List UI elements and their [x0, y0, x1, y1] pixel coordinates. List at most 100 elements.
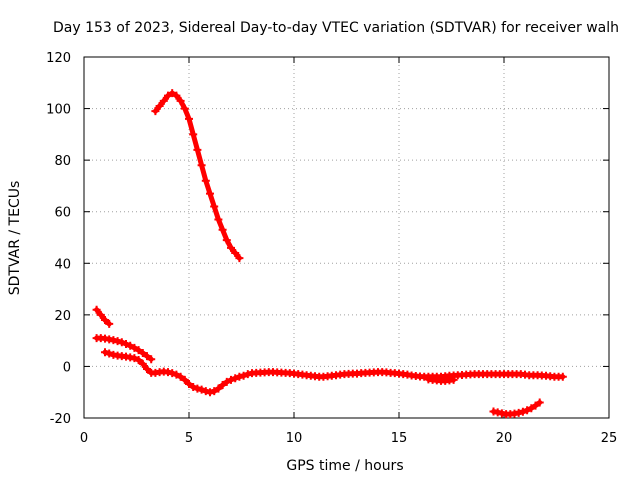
data-point [180, 104, 189, 113]
data-point [134, 355, 143, 364]
x-tick-label: 10 [286, 431, 303, 446]
data-point [531, 401, 540, 410]
data-point [101, 316, 109, 325]
data-point [239, 371, 248, 380]
data-point [130, 354, 139, 363]
series-arc-f [489, 398, 544, 419]
y-tick-label: -20 [50, 412, 71, 427]
data-point [214, 215, 223, 224]
data-point [527, 404, 536, 413]
data-point [105, 349, 114, 358]
data-point [168, 369, 177, 378]
data-point [159, 96, 168, 105]
data-point [180, 375, 189, 384]
y-tick-label: 120 [46, 51, 71, 66]
data-point [222, 236, 231, 245]
data-point [218, 225, 227, 234]
data-point [185, 379, 193, 388]
data-point [201, 176, 210, 185]
data-point [138, 359, 147, 368]
data-point [493, 408, 502, 417]
x-axis-title: GPS time / hours [286, 458, 403, 474]
data-point [518, 407, 527, 416]
data-point [222, 377, 231, 386]
data-point [176, 96, 185, 105]
data-point [109, 336, 118, 345]
data-point [214, 384, 223, 393]
data-point [535, 398, 544, 407]
y-tick-label: 40 [54, 257, 71, 272]
data-point [155, 101, 164, 110]
data-point [176, 372, 185, 381]
data-point [235, 254, 244, 263]
data-point [117, 338, 126, 347]
data-point [126, 341, 135, 350]
x-tick-label: 20 [496, 431, 513, 446]
data-point [143, 365, 151, 374]
data-point [143, 352, 151, 361]
data-point [101, 348, 109, 357]
y-tick-label: 80 [54, 154, 71, 169]
data-point [164, 91, 172, 100]
data-point [206, 189, 214, 198]
series-trace [94, 307, 112, 327]
series-arc-b [151, 89, 244, 263]
x-tick-label: 25 [601, 431, 618, 446]
grid-lines [84, 57, 609, 418]
data-point [558, 372, 567, 381]
y-tick-label: 0 [63, 360, 71, 375]
data-point [122, 339, 130, 348]
data-point [523, 406, 532, 415]
data-point [206, 388, 214, 397]
y-tick-label: 20 [54, 309, 71, 324]
series-arc-d [101, 348, 567, 397]
data-point [113, 337, 122, 346]
y-axis-title: SDTVAR / TECUs [7, 181, 23, 296]
x-tick-label: 15 [391, 431, 408, 446]
data-point [130, 343, 139, 352]
data-point [231, 248, 240, 257]
data-point [96, 310, 105, 319]
data-point [92, 305, 101, 314]
data-point [197, 385, 206, 394]
y-tick-label: 60 [54, 206, 71, 221]
data-point [514, 408, 523, 417]
data-point [235, 372, 244, 381]
data-point [227, 375, 235, 384]
data-point [193, 384, 202, 393]
data-point [231, 374, 240, 383]
plot-area-frame [83, 56, 610, 419]
x-tick-label: 0 [80, 431, 88, 446]
series-arc-c [92, 334, 156, 364]
data-point [168, 89, 177, 98]
data-point [189, 383, 198, 392]
data-points [92, 89, 567, 419]
data-point [193, 145, 202, 154]
series-arc-e [424, 375, 458, 385]
data-point [218, 380, 227, 389]
data-point [105, 319, 114, 328]
data-point [201, 387, 210, 396]
data-point [172, 370, 181, 379]
y-tick-label: 100 [46, 103, 71, 118]
series-arc-a [92, 305, 114, 328]
data-point [189, 130, 198, 139]
data-point [227, 243, 235, 252]
data-point [147, 355, 156, 364]
data-point [134, 346, 143, 355]
x-tick-label: 5 [185, 431, 193, 446]
data-point [210, 202, 219, 211]
axis-ticks: 0 5 10 15 20 25 -20 0 20 40 60 80 100 120 [46, 51, 617, 446]
data-point [172, 91, 181, 100]
chart-title: Day 153 of 2023, Sidereal Day-to-day VTE… [53, 20, 619, 36]
data-point [151, 107, 160, 116]
data-point [449, 375, 458, 384]
data-point [210, 387, 219, 396]
data-point [138, 349, 147, 358]
data-point [164, 368, 172, 377]
data-point [185, 114, 193, 123]
data-point [243, 370, 252, 379]
data-point [197, 161, 206, 170]
